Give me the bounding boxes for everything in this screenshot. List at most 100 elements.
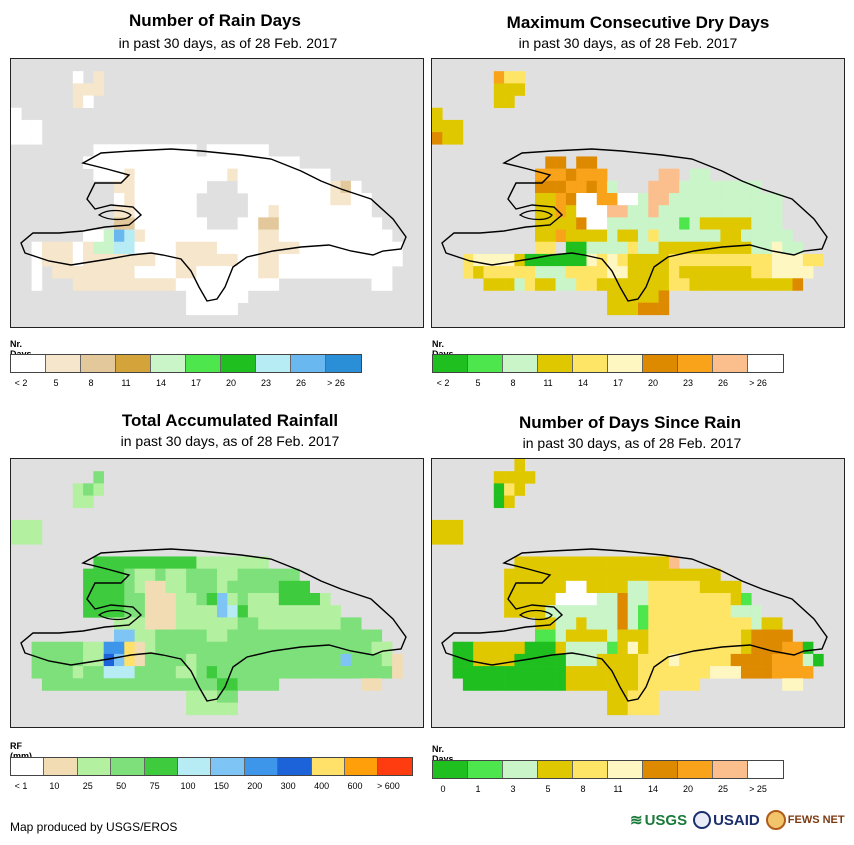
map-cell [689,666,701,679]
map-cell [576,156,587,169]
map-cell [247,605,259,618]
map-cell [555,156,567,169]
map-cell [227,556,238,569]
map-cell [689,278,701,291]
map-cell [93,556,104,569]
map-cell [596,217,608,230]
legend-tick-label: 11 [543,378,553,388]
map-cell [165,144,177,157]
map-cell [524,568,536,582]
map-cell [668,556,680,569]
map-cell [361,641,372,655]
map-cell [217,617,228,630]
map-cell [134,580,146,594]
map-cell [514,568,525,582]
map-cell [699,168,711,182]
map-cell [258,605,269,618]
map-cell [186,205,197,218]
map-cell [175,629,187,643]
map-cell [247,156,259,169]
map-cell [330,205,341,218]
map-cell [607,690,618,703]
map-cell [186,617,197,630]
map-cell [648,556,659,569]
map-cell [565,217,577,230]
map-cell [309,253,321,267]
map-cell [535,568,546,582]
map-cell [165,617,177,630]
map-cell [175,617,187,630]
map-cell [565,605,577,618]
map-cell [52,253,63,267]
map-cell [11,132,22,145]
map-cell [586,678,598,691]
map-cell [155,605,166,618]
map-cell [62,641,74,655]
map-cell [196,593,207,606]
map-cell [638,205,649,218]
map-cell [206,302,218,316]
map-cell [679,253,690,267]
map-cell [309,629,321,643]
map-cell [741,629,752,643]
map-cell [268,666,280,679]
map-cell [699,205,711,218]
map-cell [607,241,618,255]
map-cell [93,168,104,182]
map-cell [638,217,649,230]
map-cell [679,593,690,606]
map-cell [103,641,115,655]
legend-tick-label: 11 [121,378,131,388]
legend-swatch [44,758,78,775]
map-cell [493,83,505,96]
usgs-logo: ≋ USGS [630,811,687,830]
map-cell [320,641,331,655]
map-cell [289,580,300,594]
map-cell [392,666,403,679]
map-cell [186,229,197,243]
legend-tick-label: 26 [295,378,306,388]
map-cell [175,568,187,582]
legend-swatch [291,355,326,372]
map-cell [350,653,362,667]
map-cell [627,241,639,255]
map-cell [607,302,618,316]
map-days-since-rain [431,458,845,728]
map-cell [227,290,238,303]
map-cell [258,241,269,255]
map-cell [361,629,372,643]
map-cell [607,605,618,618]
map-cell [114,253,125,267]
legend-bar [432,354,784,373]
map-cell [320,205,331,218]
map-cell [186,302,197,316]
map-cell [227,617,238,630]
map-cell [217,290,228,303]
map-cell [565,241,577,255]
legend-tick-label: 100 [180,781,196,791]
map-cell [627,617,639,630]
island-outline [441,148,828,302]
map-cell [535,617,546,630]
map-cell [802,653,814,667]
map-cell [186,168,197,182]
map-cell [268,580,280,594]
legend-swatch [468,761,503,778]
map-cell [247,266,259,279]
map-cell [165,168,177,182]
map-cell [545,605,556,618]
map-cell [330,666,341,679]
map-cell [124,580,135,594]
map-cell [31,253,43,267]
legend-swatch [256,355,291,372]
map-cell [751,193,762,206]
map-cell [514,641,525,655]
map-cell [565,666,577,679]
map-cell [381,229,393,243]
map-cell [83,580,94,594]
map-cell [237,641,249,655]
map-cell [730,593,742,606]
map-cell [186,241,197,255]
map-cell [52,266,63,279]
map-cell [278,617,290,630]
